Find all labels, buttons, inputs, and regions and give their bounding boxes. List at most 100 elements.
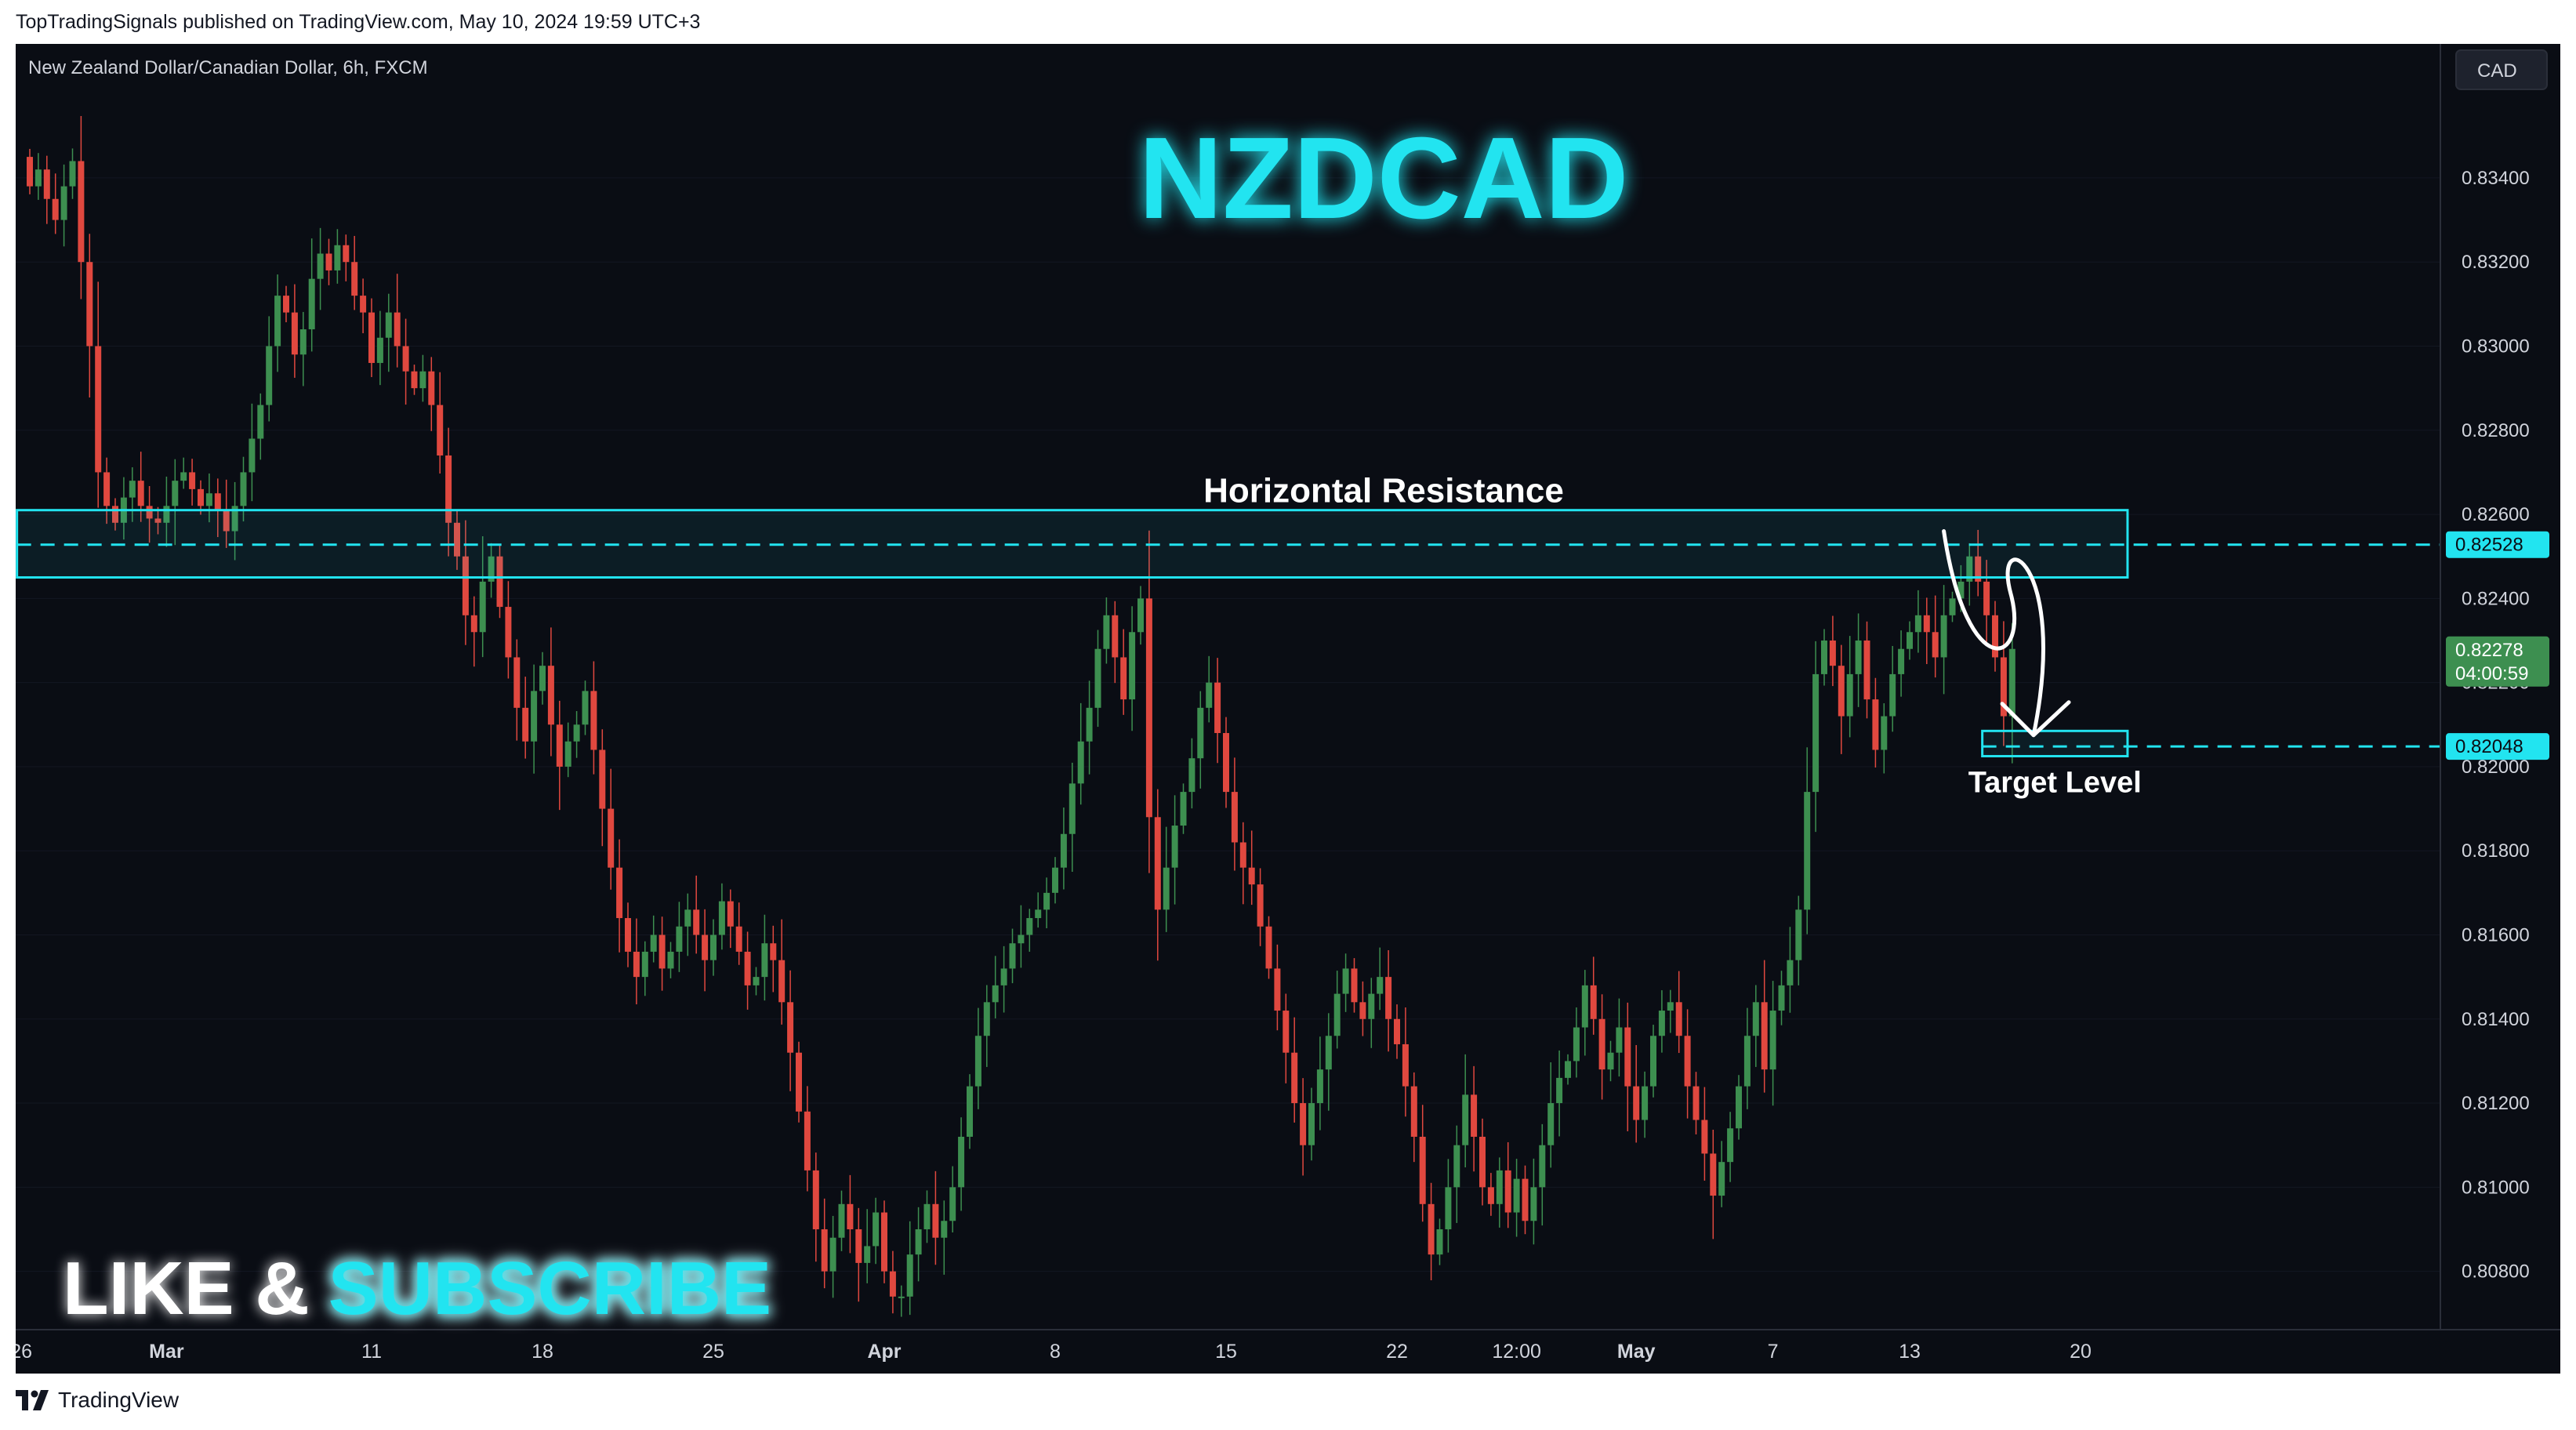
price-tick-label: 0.83200 xyxy=(2462,252,2530,273)
candle-body xyxy=(1359,1002,1366,1019)
candle-body xyxy=(1257,884,1264,927)
candle-body xyxy=(1778,985,1785,1011)
candle-body xyxy=(1650,1036,1656,1087)
candle-body xyxy=(513,657,521,708)
candle-body xyxy=(838,1203,845,1238)
time-tick-label: 18 xyxy=(532,1341,553,1363)
candle-body xyxy=(1573,1027,1580,1062)
target-zone xyxy=(1981,729,2129,758)
candle-body xyxy=(1428,1203,1435,1255)
candle-body xyxy=(1316,1069,1323,1104)
grid-layer xyxy=(16,177,2440,1272)
candle-body xyxy=(368,312,375,363)
candle-body xyxy=(1940,615,1947,658)
candle-body xyxy=(1804,792,1811,910)
candle-body xyxy=(932,1203,939,1238)
candle-body xyxy=(1992,615,1998,658)
candle-body xyxy=(974,1036,981,1087)
candle-body xyxy=(445,455,452,523)
tradingview-brand: TradingView xyxy=(58,1388,180,1412)
candle-body xyxy=(129,481,136,498)
candle-body xyxy=(702,935,709,960)
candle-body xyxy=(633,951,640,978)
candle-body xyxy=(804,1111,811,1170)
candle-body xyxy=(274,296,281,347)
currency-button[interactable]: CAD xyxy=(2455,49,2548,90)
candle-body xyxy=(1658,1011,1665,1036)
candle-body xyxy=(1547,1103,1555,1145)
candle-body xyxy=(1137,598,1144,633)
candle-body xyxy=(1342,968,1349,994)
time-axis[interactable]: 26 Mar 11 18 25 Apr 8 15 22 12:00 May 7 13 20 xyxy=(16,1341,2092,1363)
candle-body xyxy=(1642,1086,1649,1120)
candle-body xyxy=(539,666,546,691)
candle-body xyxy=(1035,909,1042,919)
price-chart[interactable]: Horizontal Resistance Target Level 0.8080… xyxy=(16,44,2560,1374)
candle-body xyxy=(283,296,289,313)
candle-body xyxy=(470,615,477,633)
candle-body xyxy=(710,935,717,960)
candle-body xyxy=(154,518,161,523)
candle-body xyxy=(266,346,273,405)
candle-body xyxy=(590,691,597,750)
tradingview-logo[interactable]: TradingView xyxy=(16,1388,179,1413)
candle-body xyxy=(103,472,111,506)
price-tick-label: 0.83400 xyxy=(2462,168,2530,189)
price-tick-label: 0.82600 xyxy=(2462,504,2530,525)
candle-body xyxy=(1598,1018,1605,1070)
candle-body xyxy=(1462,1094,1469,1145)
candle-body xyxy=(1000,968,1007,985)
price-tick-label: 0.82000 xyxy=(2462,757,2530,778)
candle-body xyxy=(231,506,238,532)
candle-body xyxy=(1377,977,1384,994)
candle-body xyxy=(821,1229,828,1272)
candle-body xyxy=(1300,1103,1307,1145)
candle-body xyxy=(1103,615,1110,649)
candle-body xyxy=(1385,977,1392,1019)
candle-body xyxy=(1291,1052,1298,1104)
price-tick-label: 0.82800 xyxy=(2462,420,2530,441)
candle-body xyxy=(411,371,418,389)
banner-subscribe-text: SUBSCRIBE xyxy=(328,1247,771,1330)
candle-body xyxy=(992,985,999,1003)
candle-body xyxy=(317,253,324,279)
candle-body xyxy=(1231,792,1238,843)
candle-body xyxy=(180,472,187,481)
candle-body xyxy=(172,481,179,506)
candle-body xyxy=(906,1254,913,1297)
candle-body xyxy=(1907,632,1913,649)
candle-body xyxy=(1180,792,1187,826)
candle-body xyxy=(564,741,571,767)
candles-layer xyxy=(27,116,2015,1317)
price-axis[interactable]: 0.80800 0.81000 0.81200 0.81400 0.81600 0.818… xyxy=(2446,168,2549,1283)
candle-body xyxy=(1821,640,1827,674)
candle-body xyxy=(1436,1229,1443,1255)
candle-body xyxy=(454,522,460,557)
candle-body xyxy=(855,1229,862,1263)
candle-body xyxy=(291,312,298,355)
candle-body xyxy=(189,472,196,489)
candle-body xyxy=(1308,1103,1315,1145)
candle-body xyxy=(753,977,760,985)
candle-body xyxy=(1607,1052,1614,1070)
candle-body xyxy=(796,1052,802,1112)
candle-body xyxy=(1077,741,1084,784)
candle-body xyxy=(1163,867,1170,910)
candle-body xyxy=(299,329,307,355)
candle-body xyxy=(325,253,332,270)
annotations-layer: Horizontal Resistance Target Level xyxy=(16,472,2440,800)
candle-body xyxy=(1394,1018,1400,1044)
candle-body xyxy=(770,943,777,960)
candle-body xyxy=(34,169,42,187)
candle-body xyxy=(479,581,486,633)
candle-body xyxy=(419,371,426,389)
candle-body xyxy=(667,951,674,969)
time-tick-label: Apr xyxy=(867,1341,901,1363)
candle-body xyxy=(488,556,495,582)
candle-body xyxy=(1419,1136,1426,1204)
candle-body xyxy=(1513,1178,1520,1213)
chart-panel[interactable]: Horizontal Resistance Target Level 0.8080… xyxy=(16,44,2560,1374)
candle-body xyxy=(1761,1002,1768,1070)
candle-body xyxy=(1145,598,1152,818)
candle-body xyxy=(385,312,392,338)
